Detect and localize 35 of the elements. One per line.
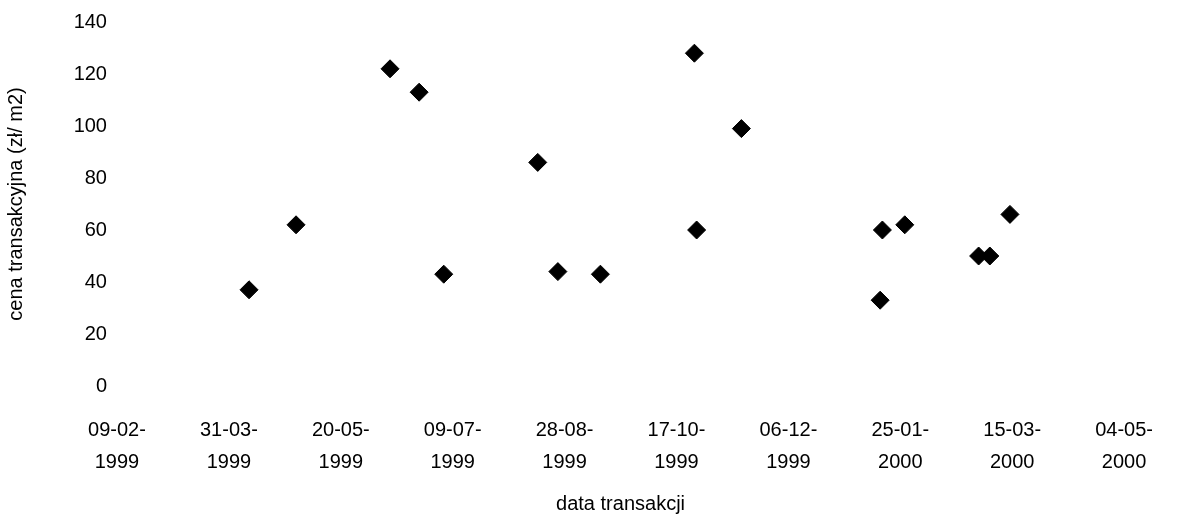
x-tick-label: 25-01-2000 [871,417,930,472]
point [548,262,568,282]
point [286,215,306,235]
point [872,220,892,240]
point [380,59,400,79]
point [590,264,610,284]
y-tick-label: 0 [95,373,107,396]
y-tick-label: 20 [84,321,107,344]
y-tick-label: 40 [84,269,107,292]
point [895,215,915,235]
point [684,43,704,63]
y-tick-label: 80 [84,165,107,188]
point [239,280,259,300]
x-axis-title: data transakcji [556,491,686,514]
point [687,220,707,240]
x-tick-label: 31-03-1999 [199,417,258,472]
y-tick-label: 60 [84,217,107,240]
point [870,290,890,310]
y-tick-label: 140 [73,9,107,32]
x-tick-label: 09-02-1999 [88,417,146,472]
point [1000,204,1020,224]
x-tick-label: 17-10-1999 [647,417,706,472]
y-tick-label: 120 [73,61,107,84]
point [528,152,548,172]
x-tick-label: 28-08-1999 [535,417,594,472]
point [434,264,454,284]
x-tick-label: 09-07-1999 [423,417,482,472]
y-tick-label: 100 [73,113,107,136]
point [731,119,751,139]
y-axis-title: cena transakcyjna (zł/ m2) [3,87,26,321]
x-tick-label: 20-05-1999 [311,417,370,472]
x-tick-label: 04-05-2000 [1095,417,1153,472]
x-tick-label: 06-12-1999 [759,417,818,472]
x-tick-label: 15-03-2000 [983,417,1042,472]
point [409,82,429,102]
